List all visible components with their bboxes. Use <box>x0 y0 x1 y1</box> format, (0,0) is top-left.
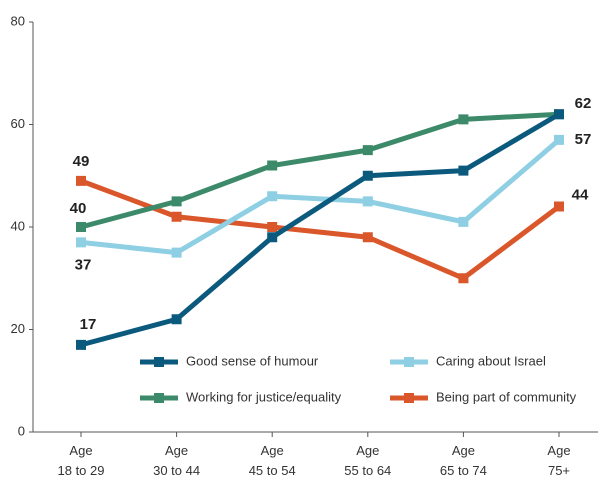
marker <box>458 273 469 284</box>
marker <box>458 114 469 125</box>
marker <box>76 339 86 350</box>
x-tick-label-line: Age <box>165 443 188 458</box>
marker <box>362 170 373 181</box>
legend-label: Working for justice/equality <box>186 389 342 404</box>
marker <box>171 314 182 325</box>
marker <box>76 222 86 232</box>
x-tick-label: Age 18 to 29 <box>58 443 105 478</box>
x-tick-label: Age 65 to 74 <box>440 443 487 478</box>
marker <box>267 232 278 243</box>
x-tick-label: Age 45 to 54 <box>249 443 296 478</box>
marker <box>554 109 564 120</box>
x-tick-label-line: Age <box>452 443 475 458</box>
data-label: 37 <box>75 256 92 273</box>
data-label: 49 <box>73 153 90 170</box>
y-tick-label: 0 <box>18 423 25 438</box>
marker <box>171 196 182 207</box>
line <box>80 137 561 256</box>
data-label: 17 <box>80 316 97 333</box>
x-tick-label-line: Age <box>69 443 92 458</box>
y-tick-label: 20 <box>11 321 25 336</box>
x-tick-label: Age 75+ <box>547 443 570 478</box>
marker <box>554 201 564 212</box>
marker <box>458 216 469 227</box>
marker <box>554 134 564 145</box>
y-tick-label: 40 <box>11 218 25 233</box>
marker <box>267 191 278 202</box>
y-tick-label: 60 <box>11 116 25 131</box>
legend-marker <box>404 393 414 403</box>
legend-label: Being part of community <box>436 389 577 404</box>
legend-marker <box>154 357 164 367</box>
marker <box>267 160 278 171</box>
series <box>76 109 564 350</box>
x-tick-label-line: 45 to 54 <box>249 463 296 478</box>
marker <box>362 232 373 243</box>
x-tick-label-line: Age <box>547 443 570 458</box>
legend-marker <box>404 357 414 367</box>
marker <box>171 247 182 258</box>
marker <box>458 165 469 176</box>
legend-marker <box>154 393 164 403</box>
series <box>76 134 564 258</box>
marker <box>171 211 182 222</box>
x-tick-label-line: 18 to 29 <box>58 463 105 478</box>
data-label: 44 <box>572 186 589 203</box>
marker <box>267 222 278 232</box>
marker <box>76 175 86 186</box>
line <box>80 178 561 282</box>
x-tick-label-line: 65 to 74 <box>440 463 487 478</box>
data-label: 57 <box>575 131 592 148</box>
x-tick-label-line: 75+ <box>548 463 570 478</box>
legend-label: Caring about Israel <box>436 353 546 368</box>
legend-label: Good sense of humour <box>186 353 319 368</box>
x-tick-label: Age 30 to 44 <box>153 443 200 478</box>
marker <box>362 145 373 156</box>
series <box>76 175 564 284</box>
y-tick-label: 80 <box>11 13 25 28</box>
x-tick-label-line: 30 to 44 <box>153 463 200 478</box>
line <box>80 112 561 348</box>
series <box>76 109 564 232</box>
x-tick-label-line: 55 to 64 <box>344 463 391 478</box>
data-label: 62 <box>575 95 592 112</box>
x-tick-label-line: Age <box>261 443 284 458</box>
x-tick-label-line: Age <box>356 443 379 458</box>
data-label: 40 <box>70 200 87 217</box>
line <box>80 111 560 230</box>
x-tick-label: Age 55 to 64 <box>344 443 391 478</box>
marker <box>362 196 373 207</box>
marker <box>76 237 86 248</box>
